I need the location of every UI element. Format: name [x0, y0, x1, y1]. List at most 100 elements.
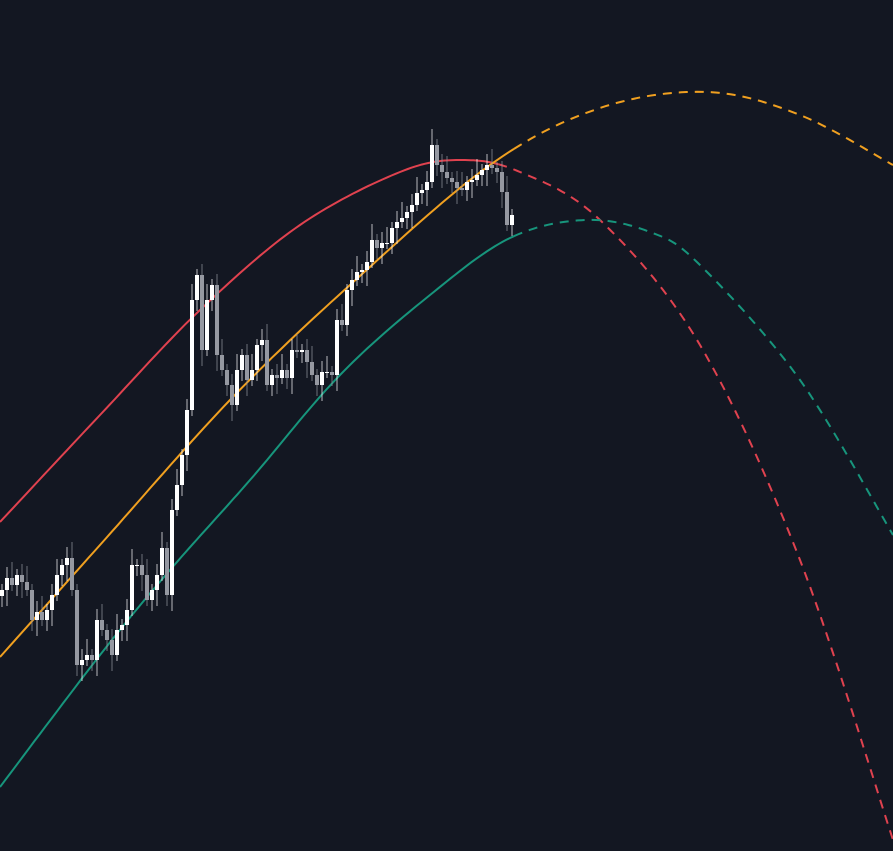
candle-body	[55, 575, 59, 595]
candle	[65, 547, 69, 581]
candle	[395, 211, 399, 244]
candle	[440, 154, 444, 188]
candle	[475, 159, 479, 186]
candle	[155, 564, 159, 606]
candle-body	[115, 630, 119, 655]
candle-body	[430, 145, 434, 182]
candle-body	[230, 385, 234, 405]
candle	[420, 184, 424, 204]
candle-body	[150, 590, 154, 600]
candle-body	[450, 178, 454, 182]
candle	[60, 559, 64, 586]
candle-body	[480, 170, 484, 175]
candle	[225, 364, 229, 396]
candle	[435, 139, 439, 176]
candle-body	[470, 180, 474, 182]
candle	[230, 374, 234, 421]
candle	[335, 309, 339, 391]
candle-body	[360, 270, 364, 272]
candle	[355, 256, 359, 286]
candle	[5, 567, 9, 606]
candle-body	[340, 320, 344, 325]
candle	[305, 339, 309, 378]
candle	[190, 284, 194, 416]
candle	[110, 629, 114, 671]
candle-body	[40, 612, 44, 620]
candle-body	[30, 590, 34, 620]
candle	[185, 399, 189, 471]
candle-body	[145, 575, 149, 600]
candle-body	[20, 575, 24, 582]
candle-body	[205, 300, 209, 350]
candle-body	[385, 243, 389, 244]
middle-curve-projection	[513, 90, 893, 166]
candle	[170, 499, 174, 611]
candle	[165, 542, 169, 606]
candle-body	[380, 243, 384, 248]
lower-curve-solid	[0, 235, 515, 788]
candle	[90, 649, 94, 671]
candle	[180, 449, 184, 496]
candle	[375, 234, 379, 259]
candle	[500, 161, 504, 208]
candle-body	[270, 375, 274, 385]
candle	[425, 171, 429, 206]
candle	[125, 599, 129, 641]
candle	[50, 584, 54, 626]
candle	[295, 334, 299, 358]
candle	[505, 176, 509, 231]
candle	[405, 206, 409, 229]
candle	[70, 542, 74, 596]
candle	[140, 554, 144, 591]
candle-body	[505, 192, 509, 225]
candles-layer	[0, 129, 514, 681]
candle-body	[200, 275, 204, 350]
candle-body	[180, 455, 184, 485]
candle-body	[400, 218, 404, 222]
candle-body	[415, 193, 419, 205]
candle-body	[390, 228, 394, 243]
candle-body	[35, 612, 39, 620]
candle	[410, 194, 414, 228]
candle	[400, 202, 404, 228]
candle-body	[10, 578, 14, 585]
candle-body	[510, 215, 514, 225]
curves-layer	[0, 90, 893, 841]
candle	[175, 469, 179, 516]
candle	[15, 569, 19, 596]
candle	[495, 162, 499, 183]
candle-body	[90, 655, 94, 660]
candle-body	[475, 175, 479, 180]
candle-body	[325, 372, 329, 373]
candle-body	[445, 172, 449, 178]
candle-body	[245, 355, 249, 380]
candle	[445, 156, 449, 184]
candle	[200, 264, 204, 366]
candle	[315, 369, 319, 396]
candle	[235, 354, 239, 411]
candle-body	[210, 285, 214, 300]
candle-body	[375, 240, 379, 248]
candle	[240, 349, 244, 381]
candle-body	[425, 182, 429, 190]
candle-body	[440, 165, 444, 172]
candle-body	[95, 620, 99, 660]
candle	[390, 222, 394, 254]
candle-body	[215, 285, 219, 355]
candle-body	[165, 548, 169, 595]
candle-body	[120, 625, 124, 630]
candle-body	[420, 190, 424, 193]
candle	[330, 366, 334, 386]
candle	[285, 364, 289, 389]
candle-body	[25, 582, 29, 590]
candle-body	[185, 410, 189, 455]
candle-body	[365, 262, 369, 270]
candle-body	[225, 370, 229, 385]
lower-curve-projection	[513, 218, 893, 536]
candle	[25, 566, 29, 596]
candle-body	[0, 590, 4, 596]
candle-body	[255, 345, 259, 370]
candle	[160, 532, 164, 581]
candle-body	[155, 575, 159, 590]
